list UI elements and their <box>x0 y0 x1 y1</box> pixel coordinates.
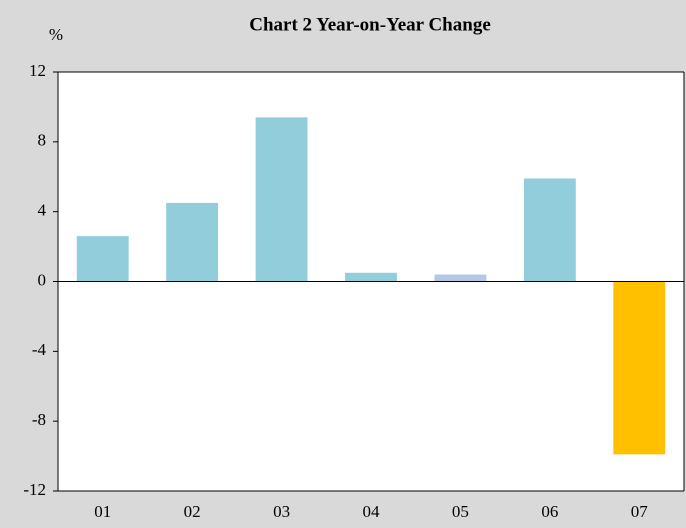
y-tick-label: 8 <box>38 131 47 150</box>
y-tick-label: -4 <box>32 340 47 359</box>
bar <box>434 274 487 282</box>
y-tick-label: 12 <box>29 61 46 80</box>
x-tick-label: 01 <box>94 502 111 521</box>
bar <box>345 272 397 282</box>
bar <box>166 202 219 282</box>
x-tick-label: 06 <box>541 502 558 521</box>
y-tick-label: -12 <box>23 480 46 499</box>
x-tick-label: 04 <box>363 502 381 521</box>
y-axis-label: % <box>49 25 63 44</box>
bar <box>613 281 666 455</box>
y-tick-label: 4 <box>38 201 47 220</box>
x-tick-label: 02 <box>184 502 201 521</box>
bar <box>76 236 129 282</box>
y-tick-label: -8 <box>32 410 46 429</box>
bar <box>523 178 576 282</box>
x-tick-label: 03 <box>273 502 290 521</box>
x-tick-label: 05 <box>452 502 469 521</box>
x-tick-label: 07 <box>631 502 649 521</box>
y-tick-label: 0 <box>38 270 47 289</box>
bar <box>255 117 308 282</box>
chart-title: Chart 2 Year-on-Year Change <box>249 14 491 35</box>
